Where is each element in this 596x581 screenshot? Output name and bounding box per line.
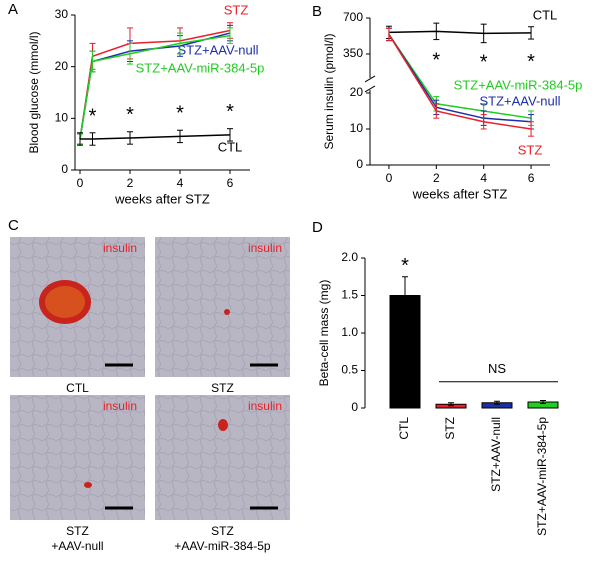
significance-mark: * xyxy=(480,52,488,74)
panel-letter: C xyxy=(8,217,19,234)
x-tick-label: STZ xyxy=(443,417,457,440)
image-caption: CTL xyxy=(66,381,89,395)
y-tick-label: 1.5 xyxy=(341,288,358,302)
y-tick-label: 350 xyxy=(343,46,363,60)
y-axis-title: Blood glucose (mmol/l) xyxy=(27,31,41,153)
axis-break xyxy=(364,75,376,83)
islet-halo xyxy=(45,286,85,318)
significance-mark: * xyxy=(226,101,234,123)
x-axis-title: weeks after STZ xyxy=(412,186,508,201)
series-label: STZ xyxy=(224,2,249,17)
histology-image xyxy=(155,395,290,520)
series-line xyxy=(388,34,532,130)
y-tick-label: 10 xyxy=(350,121,364,135)
x-tick-label: 4 xyxy=(480,171,487,185)
x-tick-label: 0 xyxy=(386,171,393,185)
significance-mark: * xyxy=(432,50,440,72)
histology-image xyxy=(155,237,290,377)
y-tick-label: 0 xyxy=(351,400,358,414)
x-axis-title: weeks after STZ xyxy=(114,191,210,206)
series-label: STZ+AAV-null xyxy=(177,42,258,57)
significance-mark: * xyxy=(126,104,134,126)
image-caption: +AAV-null xyxy=(51,539,103,553)
islet xyxy=(218,419,228,431)
islet xyxy=(84,482,92,488)
y-tick-label: 2.0 xyxy=(341,250,358,264)
image-caption: STZ xyxy=(211,381,234,395)
series-label: CTL xyxy=(533,7,558,22)
y-tick-label: 10 xyxy=(55,111,69,125)
stain-label: insulin xyxy=(103,399,137,413)
x-tick-label: 0 xyxy=(77,176,84,190)
x-tick-label: 2 xyxy=(127,176,134,190)
x-tick-label: 6 xyxy=(528,171,535,185)
y-axis-title: Serum insulin (pmol/l) xyxy=(322,33,336,149)
image-caption: STZ xyxy=(211,524,234,538)
stain-label: insulin xyxy=(248,241,282,255)
significance-mark: * xyxy=(527,51,535,73)
significance-mark: * xyxy=(89,105,97,127)
y-tick-label: 30 xyxy=(55,7,69,21)
x-tick-label: 6 xyxy=(227,176,234,190)
series-label: STZ+AAV-miR-384-5p xyxy=(454,77,583,92)
y-axis-title: Beta-cell mass (mg) xyxy=(317,280,331,387)
x-tick-label: CTL xyxy=(397,417,411,440)
axis-break xyxy=(364,85,376,93)
y-tick-label: 1.0 xyxy=(341,325,358,339)
significance-mark: * xyxy=(401,255,409,277)
series-label: STZ+AAV-null xyxy=(479,93,560,108)
y-tick-label: 20 xyxy=(350,85,364,99)
series-line xyxy=(388,30,532,35)
panel-letter: A xyxy=(8,1,18,18)
image-caption: +AAV-miR-384-5p xyxy=(174,539,270,553)
y-tick-label: 0.5 xyxy=(341,363,358,377)
ns-label: NS xyxy=(488,361,506,376)
series-label: CTL xyxy=(218,139,243,154)
y-tick-label: 700 xyxy=(343,10,363,24)
panel-letter: D xyxy=(312,219,323,236)
image-caption: STZ xyxy=(66,524,89,538)
x-tick-label: STZ+AAV-miR-384-5p xyxy=(535,417,549,536)
islet xyxy=(224,309,230,315)
series-label: STZ xyxy=(518,142,543,157)
y-tick-label: 20 xyxy=(55,59,69,73)
stain-label: insulin xyxy=(248,399,282,413)
x-tick-label: 2 xyxy=(433,171,440,185)
significance-mark: * xyxy=(176,103,184,125)
x-tick-label: STZ+AAV-null xyxy=(489,417,503,492)
series-line xyxy=(388,34,532,123)
series-line xyxy=(388,34,532,119)
y-tick-label: 0 xyxy=(61,162,68,176)
series-label: STZ+AAV-miR-384-5p xyxy=(136,60,265,75)
panel-letter: B xyxy=(312,3,322,20)
series-line xyxy=(80,134,231,140)
stain-label: insulin xyxy=(103,241,137,255)
y-tick-label: 0 xyxy=(356,157,363,171)
histology-image xyxy=(10,395,145,520)
x-tick-label: 4 xyxy=(177,176,184,190)
